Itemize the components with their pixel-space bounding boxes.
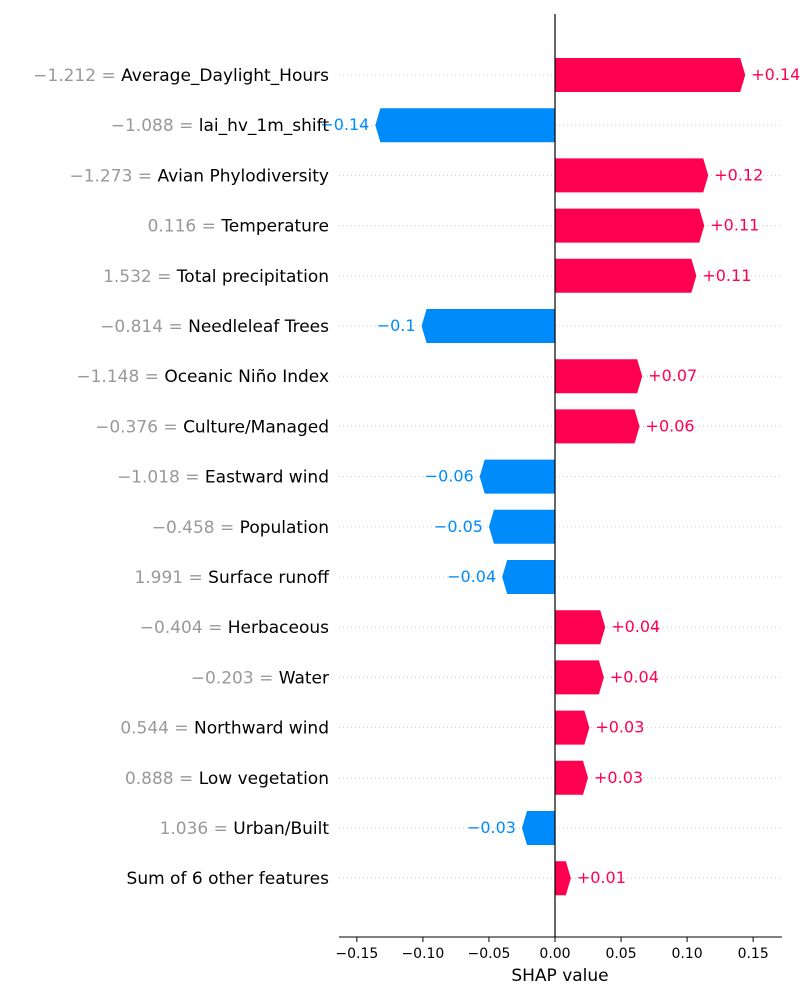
grid-lines [339, 74, 782, 879]
x-tick-label: 0.05 [605, 946, 636, 962]
feature-label: −0.458 = Population [152, 518, 329, 538]
feature-label: 0.544 = Northward wind [120, 719, 329, 739]
feature-value: −1.148 = [76, 367, 164, 387]
x-tick-label: 0.15 [738, 946, 769, 962]
bars: +0.14 −0.14 +0.12 +0.11 +0.11 −0.1 +0.07 +0.06 −… [320, 58, 800, 896]
bar [555, 861, 571, 896]
feature-name: Water [279, 668, 329, 688]
feature-value: −1.088 = [111, 116, 199, 136]
bar-value-label: −0.14 [320, 115, 369, 134]
x-tick-label: −0.15 [335, 946, 378, 962]
bar-value-label: +0.01 [577, 868, 626, 887]
x-tick-label: −0.10 [401, 946, 444, 962]
feature-name: Sum of 6 other features [127, 869, 330, 889]
bar-value-label: −0.05 [434, 517, 483, 536]
feature-label: −1.018 = Eastward wind [117, 468, 329, 488]
feature-name: Northward wind [194, 719, 329, 739]
feature-name: Low vegetation [199, 769, 329, 789]
bar [521, 811, 555, 845]
feature-label: 0.116 = Temperature [148, 217, 329, 237]
bar-value-label: +0.04 [610, 667, 659, 686]
feature-name: Surface runoff [208, 568, 330, 588]
feature-label: 1.991 = Surface runoff [134, 568, 330, 588]
feature-value: 1.036 = [160, 819, 234, 839]
feature-label: Sum of 6 other features [127, 869, 330, 889]
bar-value-label: +0.03 [594, 768, 643, 787]
bar [555, 409, 640, 444]
feature-label: −0.203 = Water [191, 668, 329, 688]
x-tick-label: −0.05 [467, 946, 510, 962]
feature-labels: −1.212 = Average_Daylight_Hours −1.088 = … [33, 66, 330, 889]
bar [555, 158, 709, 193]
feature-label: −1.148 = Oceanic Niño Index [76, 367, 329, 387]
bar [421, 309, 555, 343]
feature-name: Population [240, 518, 329, 538]
bar [555, 660, 604, 695]
feature-value: −1.018 = [117, 468, 205, 488]
bar [555, 208, 705, 243]
bar [555, 710, 590, 745]
feature-label: −1.088 = lai_hv_1m_shift [111, 116, 330, 136]
feature-value: 1.532 = [103, 267, 177, 287]
feature-name: Oceanic Niño Index [164, 367, 329, 387]
bar-value-label: +0.12 [714, 165, 763, 184]
bar-value-label: +0.11 [702, 266, 751, 285]
bar-value-label: −0.06 [425, 467, 474, 486]
x-axis-label: SHAP value [511, 966, 608, 986]
bar-value-label: +0.06 [646, 416, 695, 435]
feature-name: lai_hv_1m_shift [199, 116, 330, 136]
feature-value: −1.212 = [33, 66, 121, 86]
bar-value-label: +0.07 [648, 366, 697, 385]
feature-name: Needleleaf Trees [188, 317, 329, 337]
x-axis: −0.15 −0.10 −0.05 0.00 0.05 0.10 0.15 [335, 14, 782, 962]
bar-value-label: +0.14 [751, 65, 800, 84]
feature-label: −0.404 = Herbaceous [140, 618, 329, 638]
feature-label: −1.273 = Avian Phylodiversity [69, 166, 329, 186]
feature-name: Temperature [220, 217, 329, 237]
feature-label: −1.212 = Average_Daylight_Hours [33, 66, 329, 86]
feature-label: −0.376 = Culture/Managed [95, 417, 329, 437]
bar [502, 560, 555, 594]
feature-name: Average_Daylight_Hours [121, 66, 329, 86]
feature-name: Eastward wind [205, 468, 329, 488]
bar [488, 509, 555, 544]
bar [555, 760, 589, 795]
feature-value: −0.404 = [140, 618, 228, 638]
feature-name: Total precipitation [176, 267, 329, 287]
feature-label: 1.532 = Total precipitation [103, 267, 329, 287]
feature-value: −0.203 = [191, 668, 279, 688]
feature-value: 0.888 = [125, 769, 199, 789]
feature-name: Urban/Built [233, 819, 329, 839]
feature-value: −1.273 = [69, 166, 157, 186]
feature-name: Herbaceous [228, 618, 329, 638]
bar [555, 610, 606, 645]
bar-value-label: −0.1 [377, 316, 416, 335]
feature-label: −0.814 = Needleleaf Trees [100, 317, 329, 337]
feature-value: −0.376 = [95, 417, 183, 437]
feature-label: 1.036 = Urban/Built [160, 819, 330, 839]
bar-value-label: −0.03 [467, 818, 516, 837]
feature-value: −0.814 = [100, 317, 188, 337]
x-tick-label: 0.10 [672, 946, 703, 962]
feature-value: 1.991 = [134, 568, 208, 588]
feature-name: Culture/Managed [183, 417, 329, 437]
bar [555, 58, 746, 92]
bar-value-label: −0.04 [447, 567, 496, 586]
feature-value: 0.116 = [148, 217, 222, 237]
feature-label: 0.888 = Low vegetation [125, 769, 329, 789]
bar-value-label: +0.03 [595, 718, 644, 737]
feature-value: 0.544 = [120, 719, 194, 739]
x-tick-label: 0.00 [539, 946, 570, 962]
feature-value: −0.458 = [152, 518, 240, 538]
bar [555, 359, 643, 394]
feature-name: Avian Phylodiversity [157, 166, 329, 186]
bar [375, 108, 555, 143]
bar [479, 459, 555, 494]
bar [555, 258, 697, 293]
bar-value-label: +0.04 [611, 617, 660, 636]
bar-value-label: +0.11 [710, 216, 759, 235]
